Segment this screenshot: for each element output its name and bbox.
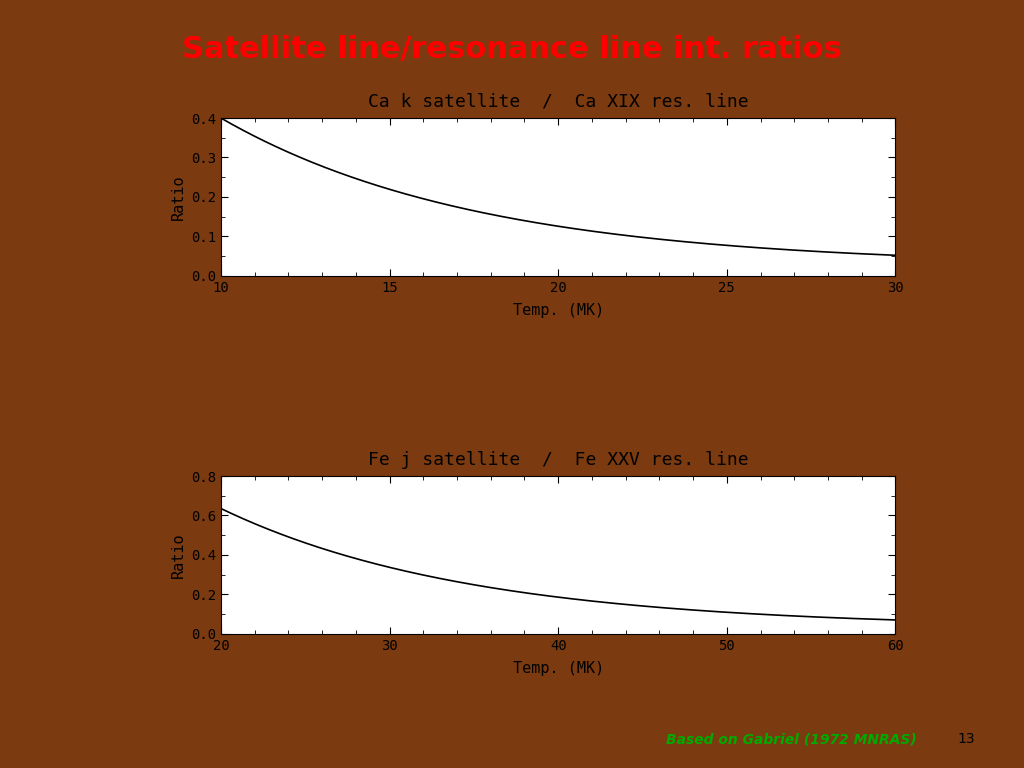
Text: Satellite line/resonance line int. ratios: Satellite line/resonance line int. ratio…	[182, 35, 842, 64]
X-axis label: Temp. (MK): Temp. (MK)	[513, 661, 604, 676]
Text: 13: 13	[957, 733, 975, 746]
Title: Ca k satellite  /  Ca XIX res. line: Ca k satellite / Ca XIX res. line	[368, 93, 749, 111]
Y-axis label: Ratio: Ratio	[170, 532, 185, 578]
Y-axis label: Ratio: Ratio	[170, 174, 185, 220]
X-axis label: Temp. (MK): Temp. (MK)	[513, 303, 604, 318]
Text: Based on Gabriel (1972 MNRAS): Based on Gabriel (1972 MNRAS)	[666, 733, 916, 746]
Title: Fe j satellite  /  Fe XXV res. line: Fe j satellite / Fe XXV res. line	[368, 451, 749, 469]
